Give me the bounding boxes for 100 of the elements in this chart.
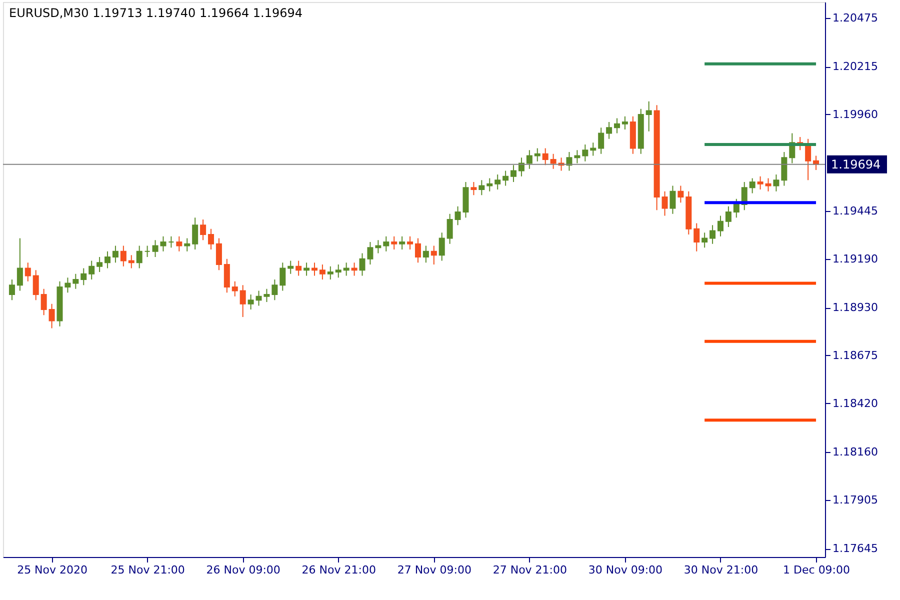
candlestick (598, 127, 604, 154)
candlestick (550, 153, 556, 170)
candlestick (224, 258, 230, 294)
candlestick (702, 232, 708, 248)
chart-title: EURUSD,M30 1.19713 1.19740 1.19664 1.19694 (9, 6, 303, 20)
x-tick-label: 25 Nov 21:00 (110, 564, 185, 576)
candlestick (422, 245, 429, 264)
y-tick-label: 1.20475 (832, 11, 878, 24)
candlestick (24, 262, 31, 282)
candlestick (542, 148, 548, 166)
candlestick (280, 262, 286, 292)
candlestick (510, 164, 517, 182)
y-tick-label: 1.19445 (832, 204, 878, 218)
x-tick-label: 30 Nov 09:00 (588, 564, 663, 576)
candlestick (486, 178, 493, 192)
candlestick (64, 277, 71, 294)
candlestick (694, 222, 700, 252)
y-tick-label: 1.17645 (832, 542, 878, 556)
candlestick (670, 185, 676, 214)
candlestick (184, 238, 190, 252)
y-tick-label: 1.18930 (832, 301, 878, 314)
candlestick (765, 178, 772, 192)
candlestick (622, 116, 628, 130)
y-tick-label: 1.20215 (832, 60, 878, 74)
candlestick (757, 176, 764, 190)
candlestick (733, 198, 740, 218)
candlestick (749, 178, 756, 194)
candlestick (407, 236, 414, 250)
candlestick (319, 264, 326, 280)
x-tick-label: 27 Nov 21:00 (492, 564, 568, 576)
candlestick (781, 152, 788, 186)
candlestick (248, 294, 254, 310)
candlestick (383, 236, 390, 252)
candlestick (8, 279, 15, 301)
candlestick (48, 303, 55, 329)
x-tick-label: 27 Nov 09:00 (397, 564, 472, 576)
candlestick (136, 245, 142, 269)
y-tick-label: 1.17905 (832, 493, 878, 506)
candlestick (574, 150, 580, 164)
candlestick (391, 236, 398, 250)
candlestick (327, 266, 334, 280)
candlestick (662, 190, 668, 216)
candlestick (351, 262, 358, 276)
candlestick (399, 236, 406, 250)
x-tick-label: 25 Nov 2020 (17, 564, 88, 576)
candlestick (120, 245, 126, 267)
candlestick (717, 215, 724, 237)
y-tick-label: 1.19190 (832, 252, 878, 266)
candlestick (590, 142, 596, 156)
candlestick (200, 219, 206, 241)
candlestick (208, 228, 214, 250)
candlestick (296, 260, 302, 276)
candlestick (335, 264, 342, 278)
candlestick (304, 262, 310, 276)
candlestick (478, 180, 485, 196)
candlestick (430, 245, 437, 265)
candlestick (32, 270, 39, 301)
candlestick (96, 256, 103, 272)
candlestick (606, 122, 612, 140)
candlestick (176, 236, 182, 252)
candlestick (582, 144, 588, 162)
candlestick (773, 174, 780, 192)
candlestick (566, 152, 572, 172)
candlestick (72, 273, 79, 290)
candlestick (414, 238, 421, 264)
candlestick (192, 217, 198, 250)
candlestick (168, 236, 174, 248)
candlestick (80, 268, 87, 286)
candlestick (16, 238, 23, 292)
candlestick (343, 262, 350, 276)
candlestick (534, 148, 540, 162)
candlestick (232, 280, 238, 297)
candlestick (725, 206, 732, 228)
candlestick (805, 138, 812, 181)
candlestick (272, 279, 278, 301)
candlestick (216, 238, 222, 271)
candlestick (104, 250, 111, 269)
candlestick (438, 232, 445, 262)
ref-line-label: 1.19694 (831, 157, 881, 172)
x-tick-label: 30 Nov 21:00 (684, 564, 758, 576)
candlestick (144, 245, 150, 258)
candlestick (678, 185, 684, 204)
candlestick (710, 224, 716, 244)
candlestick (446, 213, 453, 244)
y-tick-label: 1.18675 (832, 348, 878, 362)
y-tick-label: 1.18160 (832, 446, 878, 458)
x-tick-label: 26 Nov 21:00 (302, 564, 376, 576)
candlestick (88, 260, 95, 280)
candlestick (311, 262, 318, 276)
x-tick-label: 26 Nov 09:00 (206, 564, 280, 576)
candlestick (240, 284, 246, 318)
candlestick (614, 118, 620, 134)
candlestick (112, 245, 118, 264)
y-tick-label: 1.19960 (832, 108, 878, 121)
candlestick (40, 288, 47, 316)
candlestick (470, 182, 477, 196)
candlestick (526, 150, 532, 170)
candlestick (646, 100, 652, 132)
candlestick (375, 240, 382, 254)
candlestick (494, 174, 501, 190)
